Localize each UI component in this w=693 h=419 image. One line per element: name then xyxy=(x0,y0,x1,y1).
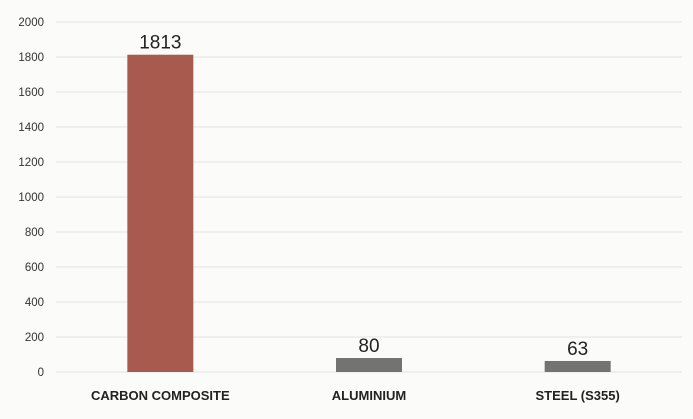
y-tick-label: 600 xyxy=(25,262,44,274)
y-tick-label: 800 xyxy=(25,227,44,239)
y-tick-label: 400 xyxy=(25,297,44,309)
data-label: 63 xyxy=(567,339,588,360)
x-category-label: STEEL (S355) xyxy=(536,388,620,403)
y-tick-label: 1400 xyxy=(18,122,44,134)
data-label: 1813 xyxy=(139,33,181,54)
bar-carbon-composite xyxy=(127,54,194,372)
y-tick-label: 1000 xyxy=(18,192,44,204)
y-tick-label: 1600 xyxy=(18,87,44,99)
y-tick-label: 200 xyxy=(25,332,44,344)
bar-aluminium xyxy=(336,358,402,372)
x-axis-categories: CARBON COMPOSITE ALUMINIUM STEEL (S355) xyxy=(91,388,620,403)
bar-steel-s355 xyxy=(544,360,611,372)
y-tick-label: 1200 xyxy=(18,157,44,169)
data-labels: 1813 80 63 xyxy=(139,33,588,360)
y-tick-label: 2000 xyxy=(18,17,44,29)
x-category-label: CARBON COMPOSITE xyxy=(91,388,230,403)
y-tick-label: 0 xyxy=(38,367,44,379)
x-category-label: ALUMINIUM xyxy=(332,388,406,403)
y-tick-label: 1800 xyxy=(18,52,44,64)
data-label: 80 xyxy=(358,336,379,357)
y-axis-ticks: 0 200 400 600 800 1000 1200 1400 1600 1800 2000 xyxy=(18,17,44,379)
bars xyxy=(127,54,611,372)
